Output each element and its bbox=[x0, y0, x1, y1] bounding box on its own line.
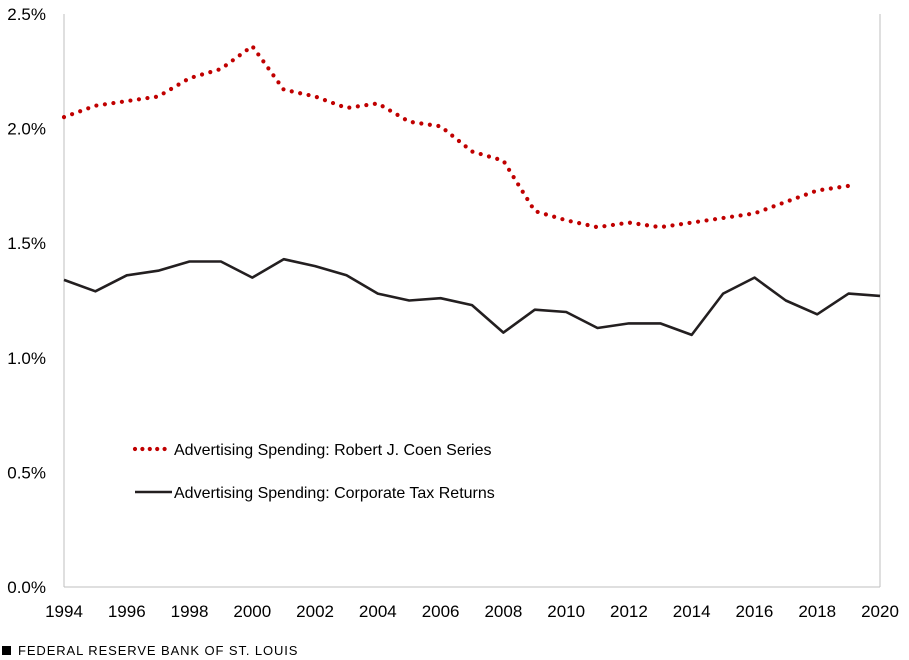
series-layer bbox=[64, 46, 880, 335]
series-line-1 bbox=[64, 46, 849, 227]
y-tick-label: 0.0% bbox=[7, 578, 46, 597]
y-axis-tick-labels: 0.0% 0.5% 1.0% 1.5% 2.0% 2.5% bbox=[7, 5, 46, 597]
line-chart: 0.0% 0.5% 1.0% 1.5% 2.0% 2.5% 1994 1996 1998 200… bbox=[0, 0, 909, 640]
y-tick-label: 2.0% bbox=[7, 120, 46, 139]
y-tick-label: 2.5% bbox=[7, 5, 46, 24]
footer-source-label: FEDERAL RESERVE BANK OF ST. LOUIS bbox=[18, 643, 298, 658]
y-tick-label: 1.0% bbox=[7, 349, 46, 368]
x-tick-label: 2018 bbox=[798, 602, 836, 621]
y-tick-label: 1.5% bbox=[7, 234, 46, 253]
footer: FEDERAL RESERVE BANK OF ST. LOUIS bbox=[2, 642, 298, 658]
footer-square-icon bbox=[2, 646, 11, 655]
x-tick-label: 2000 bbox=[233, 602, 271, 621]
x-tick-label: 1994 bbox=[45, 602, 83, 621]
y-tick-label: 0.5% bbox=[7, 463, 46, 482]
x-tick-label: 2016 bbox=[736, 602, 774, 621]
x-tick-label: 2010 bbox=[547, 602, 585, 621]
legend-label-2: Advertising Spending: Corporate Tax Retu… bbox=[174, 485, 495, 502]
x-tick-label: 2004 bbox=[359, 602, 397, 621]
x-tick-label: 2008 bbox=[484, 602, 522, 621]
x-tick-label: 2014 bbox=[673, 602, 711, 621]
x-axis-tick-labels: 1994 1996 1998 2000 2002 2004 2006 2008 2010 2012… bbox=[45, 602, 899, 621]
x-tick-label: 2012 bbox=[610, 602, 648, 621]
x-tick-label: 2020 bbox=[861, 602, 899, 621]
legend-label-1: Advertising Spending: Robert J. Coen Ser… bbox=[174, 442, 492, 459]
x-tick-label: 2002 bbox=[296, 602, 334, 621]
legend: Advertising Spending: Robert J. Coen Ser… bbox=[135, 442, 495, 502]
series-line-2 bbox=[64, 259, 880, 335]
x-tick-label: 1998 bbox=[171, 602, 209, 621]
x-tick-label: 2006 bbox=[422, 602, 460, 621]
x-tick-label: 1996 bbox=[108, 602, 146, 621]
